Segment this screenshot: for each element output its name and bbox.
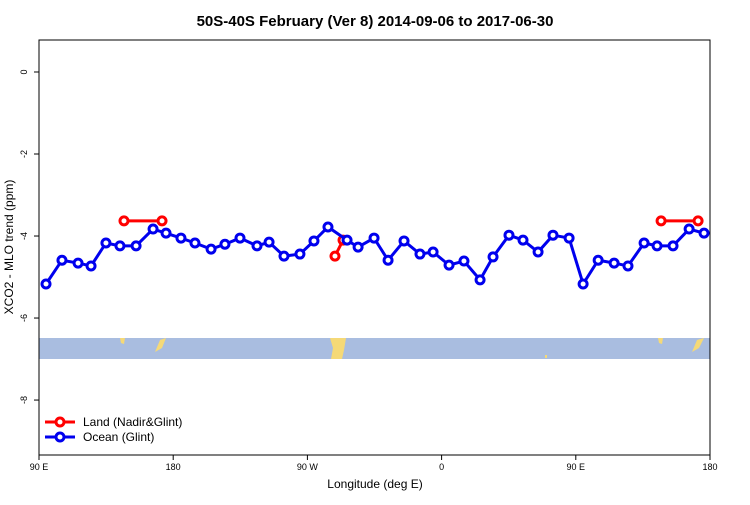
y-tick-label: 0: [19, 69, 29, 74]
point: [234, 232, 246, 244]
point: [118, 215, 130, 227]
legend-marker: [54, 416, 66, 428]
legend-label: Land (Nadir&Glint): [83, 415, 182, 429]
point: [329, 250, 341, 262]
legend-marker: [54, 431, 66, 443]
point: [40, 278, 52, 290]
point: [577, 278, 589, 290]
point: [114, 240, 126, 252]
plot-frame: [38, 39, 711, 456]
point: [205, 243, 217, 255]
chart-title: 50S-40S February (Ver 8) 2014-09-06 to 2…: [197, 13, 554, 30]
y-tick-label: -6: [19, 314, 29, 322]
point: [398, 235, 410, 247]
point: [160, 227, 172, 239]
x-tick-label: 90 E: [567, 462, 586, 472]
point: [638, 237, 650, 249]
point: [341, 234, 353, 246]
point: [414, 248, 426, 260]
point: [147, 223, 159, 235]
point: [532, 246, 544, 258]
point: [219, 238, 231, 250]
land-blob: [692, 338, 704, 352]
land-blob: [155, 338, 166, 352]
point: [130, 240, 142, 252]
map-strip: [39, 338, 710, 359]
point: [608, 257, 620, 269]
point: [622, 260, 634, 272]
point: [368, 232, 380, 244]
y-tick-label: -4: [19, 232, 29, 240]
x-tick-label: 0: [439, 462, 444, 472]
point: [278, 250, 290, 262]
land-blob: [658, 338, 663, 344]
point: [547, 229, 559, 241]
point: [85, 260, 97, 272]
point: [458, 255, 470, 267]
point: [352, 241, 364, 253]
point: [651, 240, 663, 252]
point: [382, 254, 394, 266]
point: [322, 221, 334, 233]
point: [698, 227, 710, 239]
point: [56, 254, 68, 266]
point: [72, 257, 84, 269]
x-tick-label: 180: [702, 462, 717, 472]
point: [692, 215, 704, 227]
x-axis-label: Longitude (deg E): [327, 477, 422, 491]
y-tick-label: -2: [19, 150, 29, 158]
y-axis-label: XCO2 - MLO trend (ppm): [2, 180, 16, 315]
point: [487, 251, 499, 263]
point: [156, 215, 168, 227]
point: [189, 237, 201, 249]
land-blob: [545, 355, 547, 358]
point: [592, 254, 604, 266]
point: [251, 240, 263, 252]
legend-label: Ocean (Glint): [83, 430, 154, 444]
point: [655, 215, 667, 227]
point: [308, 235, 320, 247]
x-tick-label: 90 W: [297, 462, 319, 472]
point: [563, 232, 575, 244]
ocean-band: [39, 338, 710, 359]
point: [263, 236, 275, 248]
point: [294, 248, 306, 260]
point: [474, 274, 486, 286]
point: [667, 240, 679, 252]
y-tick-label: -8: [19, 396, 29, 404]
point: [503, 229, 515, 241]
land-blob: [330, 338, 346, 359]
x-tick-label: 180: [166, 462, 181, 472]
point: [443, 259, 455, 271]
point: [100, 237, 112, 249]
point: [683, 223, 695, 235]
x-tick-label: 90 E: [30, 462, 49, 472]
land-blob: [120, 338, 125, 344]
point: [517, 234, 529, 246]
point: [427, 246, 439, 258]
point: [175, 232, 187, 244]
